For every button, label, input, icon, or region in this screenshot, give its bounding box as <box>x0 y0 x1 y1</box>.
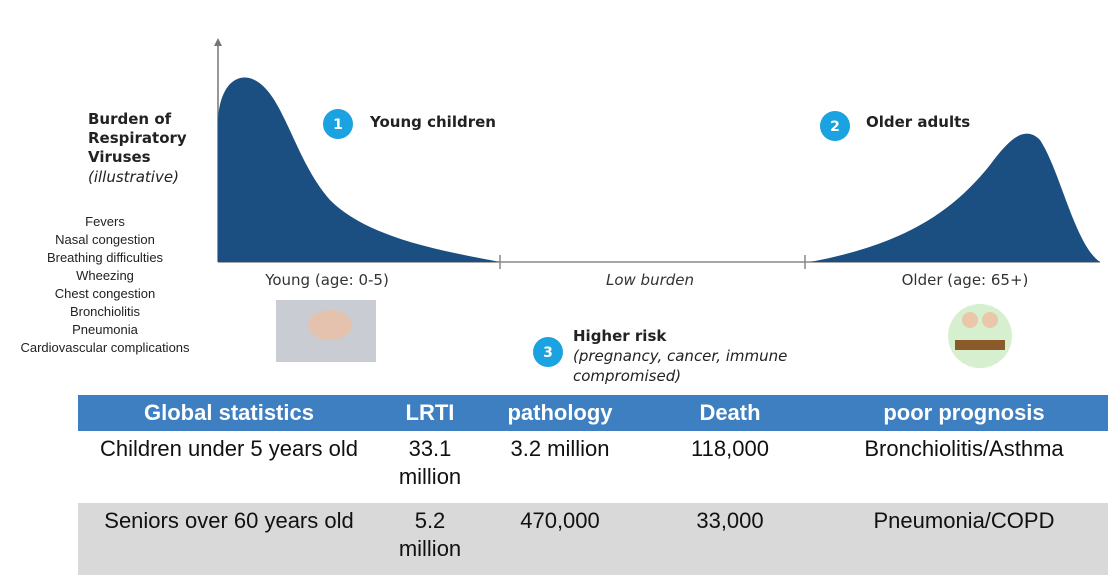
symptom: Bronchiolitis <box>69 304 141 319</box>
burden-diagram: 1 2 3 <box>214 38 1100 368</box>
header-cell: Global statistics <box>78 395 380 431</box>
header-cell: pathology <box>480 395 640 431</box>
group-label: Older adults <box>866 113 971 131</box>
table-cell: 33,000 <box>640 503 820 575</box>
header-cell: LRTI <box>380 395 480 431</box>
seniors-bench <box>955 340 1005 350</box>
table-row: Children under 5 years old 33.1 million 3.… <box>78 431 1108 503</box>
axis-label: Older (age: 65+) <box>901 271 1029 289</box>
table-header: Global statistics LRTI pathology Death poor … <box>78 395 1108 431</box>
table-cell: 118,000 <box>691 436 769 461</box>
badge-number: 1 <box>333 117 343 133</box>
axis-label: Young (age: 0-5) <box>265 271 389 289</box>
symptom: Chest congestion <box>54 286 156 301</box>
table-body: Children under 5 years old 33.1 million 3.… <box>78 431 1108 575</box>
senior-head <box>982 312 998 328</box>
badge <box>533 337 563 367</box>
table-cell: 33.1 million <box>398 436 462 489</box>
seniors-icon <box>948 304 1012 368</box>
symptom: Pneumonia <box>72 322 138 337</box>
symptom: Wheezing <box>76 268 134 283</box>
badge-number: 2 <box>830 119 840 135</box>
table-cell: 470,000 <box>480 503 640 575</box>
child-photo-detail <box>308 310 352 340</box>
axis-label: Low burden <box>605 271 695 289</box>
y-axis-title: Burden of Respiratory Viruses <box>88 110 187 166</box>
table-cell: Seniors over 60 years old <box>78 503 380 575</box>
table-cell: Children under 5 years old <box>99 436 359 461</box>
table-row: Seniors over 60 years old 5.2 million 470,… <box>78 503 1108 575</box>
badge-number: 3 <box>543 345 553 361</box>
symptom: Breathing difficulties <box>46 250 164 265</box>
table-cell: Bronchiolitis/Asthma <box>864 436 1064 461</box>
statistics-table: Global statistics LRTI pathology Death poor … <box>78 395 1108 575</box>
young-burden-curve <box>218 77 500 263</box>
badge <box>323 109 353 139</box>
axis-arrow <box>214 38 222 46</box>
table-cell: 5.2 million <box>380 503 480 575</box>
header-cell: poor prognosis <box>820 395 1108 431</box>
group-note: (pregnancy, cancer, immune compromised) <box>573 347 788 385</box>
senior-head <box>962 312 978 328</box>
header-cell: Death <box>640 395 820 431</box>
symptom: Nasal congestion <box>55 232 155 247</box>
group-label: Young children <box>370 113 496 131</box>
table-cell: 3.2 million <box>510 436 610 461</box>
symptom: Fevers <box>85 214 125 229</box>
symptom: Cardiovascular complications <box>20 340 190 355</box>
badge <box>820 111 850 141</box>
table-cell: Pneumonia/COPD <box>820 503 1108 575</box>
older-burden-curve <box>810 133 1100 262</box>
group-label: Higher risk <box>573 327 667 345</box>
y-axis-note: (illustrative) <box>88 168 179 186</box>
